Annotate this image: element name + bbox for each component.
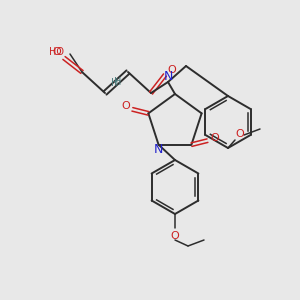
Text: H: H xyxy=(111,78,119,88)
Text: N: N xyxy=(163,70,173,83)
Text: O: O xyxy=(168,65,176,75)
Text: O: O xyxy=(52,47,62,57)
Text: HO: HO xyxy=(49,47,64,57)
Text: H: H xyxy=(114,77,122,87)
Text: N: N xyxy=(154,143,163,156)
Text: O: O xyxy=(121,101,130,111)
Text: O: O xyxy=(236,129,244,139)
Text: O: O xyxy=(210,133,219,143)
Text: O: O xyxy=(171,231,179,241)
